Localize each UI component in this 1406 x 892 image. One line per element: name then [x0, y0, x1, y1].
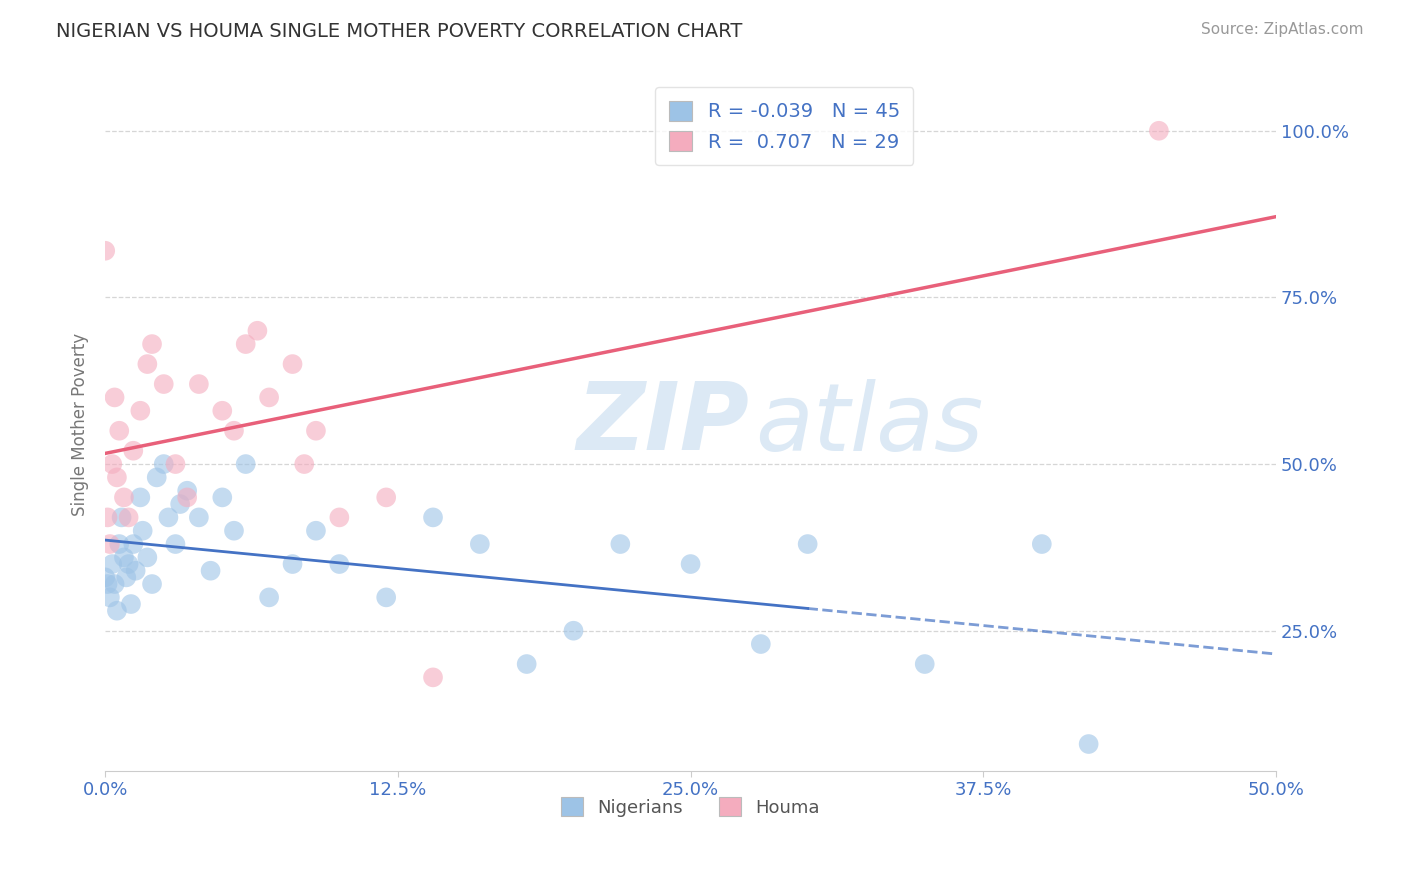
Point: [105, 470, 128, 484]
Point: [94, 570, 117, 584]
Point: [112, 491, 135, 505]
Point: [145, 470, 167, 484]
Point: [468, 537, 491, 551]
Point: [328, 510, 350, 524]
Point: [246, 324, 269, 338]
Point: [96, 510, 118, 524]
Point: [796, 537, 818, 551]
Point: [281, 357, 304, 371]
Text: NIGERIAN VS HOUMA SINGLE MOTHER POVERTY CORRELATION CHART: NIGERIAN VS HOUMA SINGLE MOTHER POVERTY …: [56, 22, 742, 41]
Point: [562, 624, 585, 638]
Point: [211, 403, 233, 417]
Point: [152, 457, 174, 471]
Point: [122, 537, 145, 551]
Text: ZIP: ZIP: [576, 378, 749, 470]
Point: [108, 424, 131, 438]
Point: [136, 357, 159, 371]
Point: [129, 491, 152, 505]
Point: [112, 550, 135, 565]
Point: [222, 424, 245, 438]
Point: [211, 491, 233, 505]
Point: [1031, 537, 1053, 551]
Point: [609, 537, 631, 551]
Point: [141, 577, 163, 591]
Point: [115, 570, 138, 584]
Point: [152, 377, 174, 392]
Point: [328, 557, 350, 571]
Point: [101, 457, 124, 471]
Point: [187, 510, 209, 524]
Point: [98, 537, 121, 551]
Point: [94, 244, 117, 258]
Point: [117, 510, 139, 524]
Point: [141, 337, 163, 351]
Point: [749, 637, 772, 651]
Point: [516, 657, 538, 671]
Point: [165, 537, 187, 551]
Point: [235, 457, 257, 471]
Point: [157, 510, 180, 524]
Point: [103, 391, 125, 405]
Point: [222, 524, 245, 538]
Point: [129, 403, 152, 417]
Point: [679, 557, 702, 571]
Point: [105, 604, 128, 618]
Point: [124, 564, 146, 578]
Point: [292, 457, 315, 471]
Point: [375, 591, 398, 605]
Y-axis label: Single Mother Poverty: Single Mother Poverty: [72, 333, 89, 516]
Point: [110, 510, 132, 524]
Point: [120, 597, 142, 611]
Point: [375, 491, 398, 505]
Point: [305, 524, 328, 538]
Point: [136, 550, 159, 565]
Point: [169, 497, 191, 511]
Point: [108, 537, 131, 551]
Text: atlas: atlas: [755, 378, 983, 469]
Point: [422, 670, 444, 684]
Point: [122, 443, 145, 458]
Point: [103, 577, 125, 591]
Legend: Nigerians, Houma: Nigerians, Houma: [554, 790, 827, 824]
Text: Source: ZipAtlas.com: Source: ZipAtlas.com: [1201, 22, 1364, 37]
Point: [257, 391, 280, 405]
Point: [187, 377, 209, 392]
Point: [101, 557, 124, 571]
Point: [96, 577, 118, 591]
Point: [1147, 124, 1170, 138]
Point: [281, 557, 304, 571]
Point: [200, 564, 222, 578]
Point: [422, 510, 444, 524]
Point: [131, 524, 153, 538]
Point: [1077, 737, 1099, 751]
Point: [98, 591, 121, 605]
Point: [914, 657, 936, 671]
Point: [165, 457, 187, 471]
Point: [176, 491, 198, 505]
Point: [117, 557, 139, 571]
Point: [305, 424, 328, 438]
Point: [235, 337, 257, 351]
Point: [176, 483, 198, 498]
Point: [257, 591, 280, 605]
